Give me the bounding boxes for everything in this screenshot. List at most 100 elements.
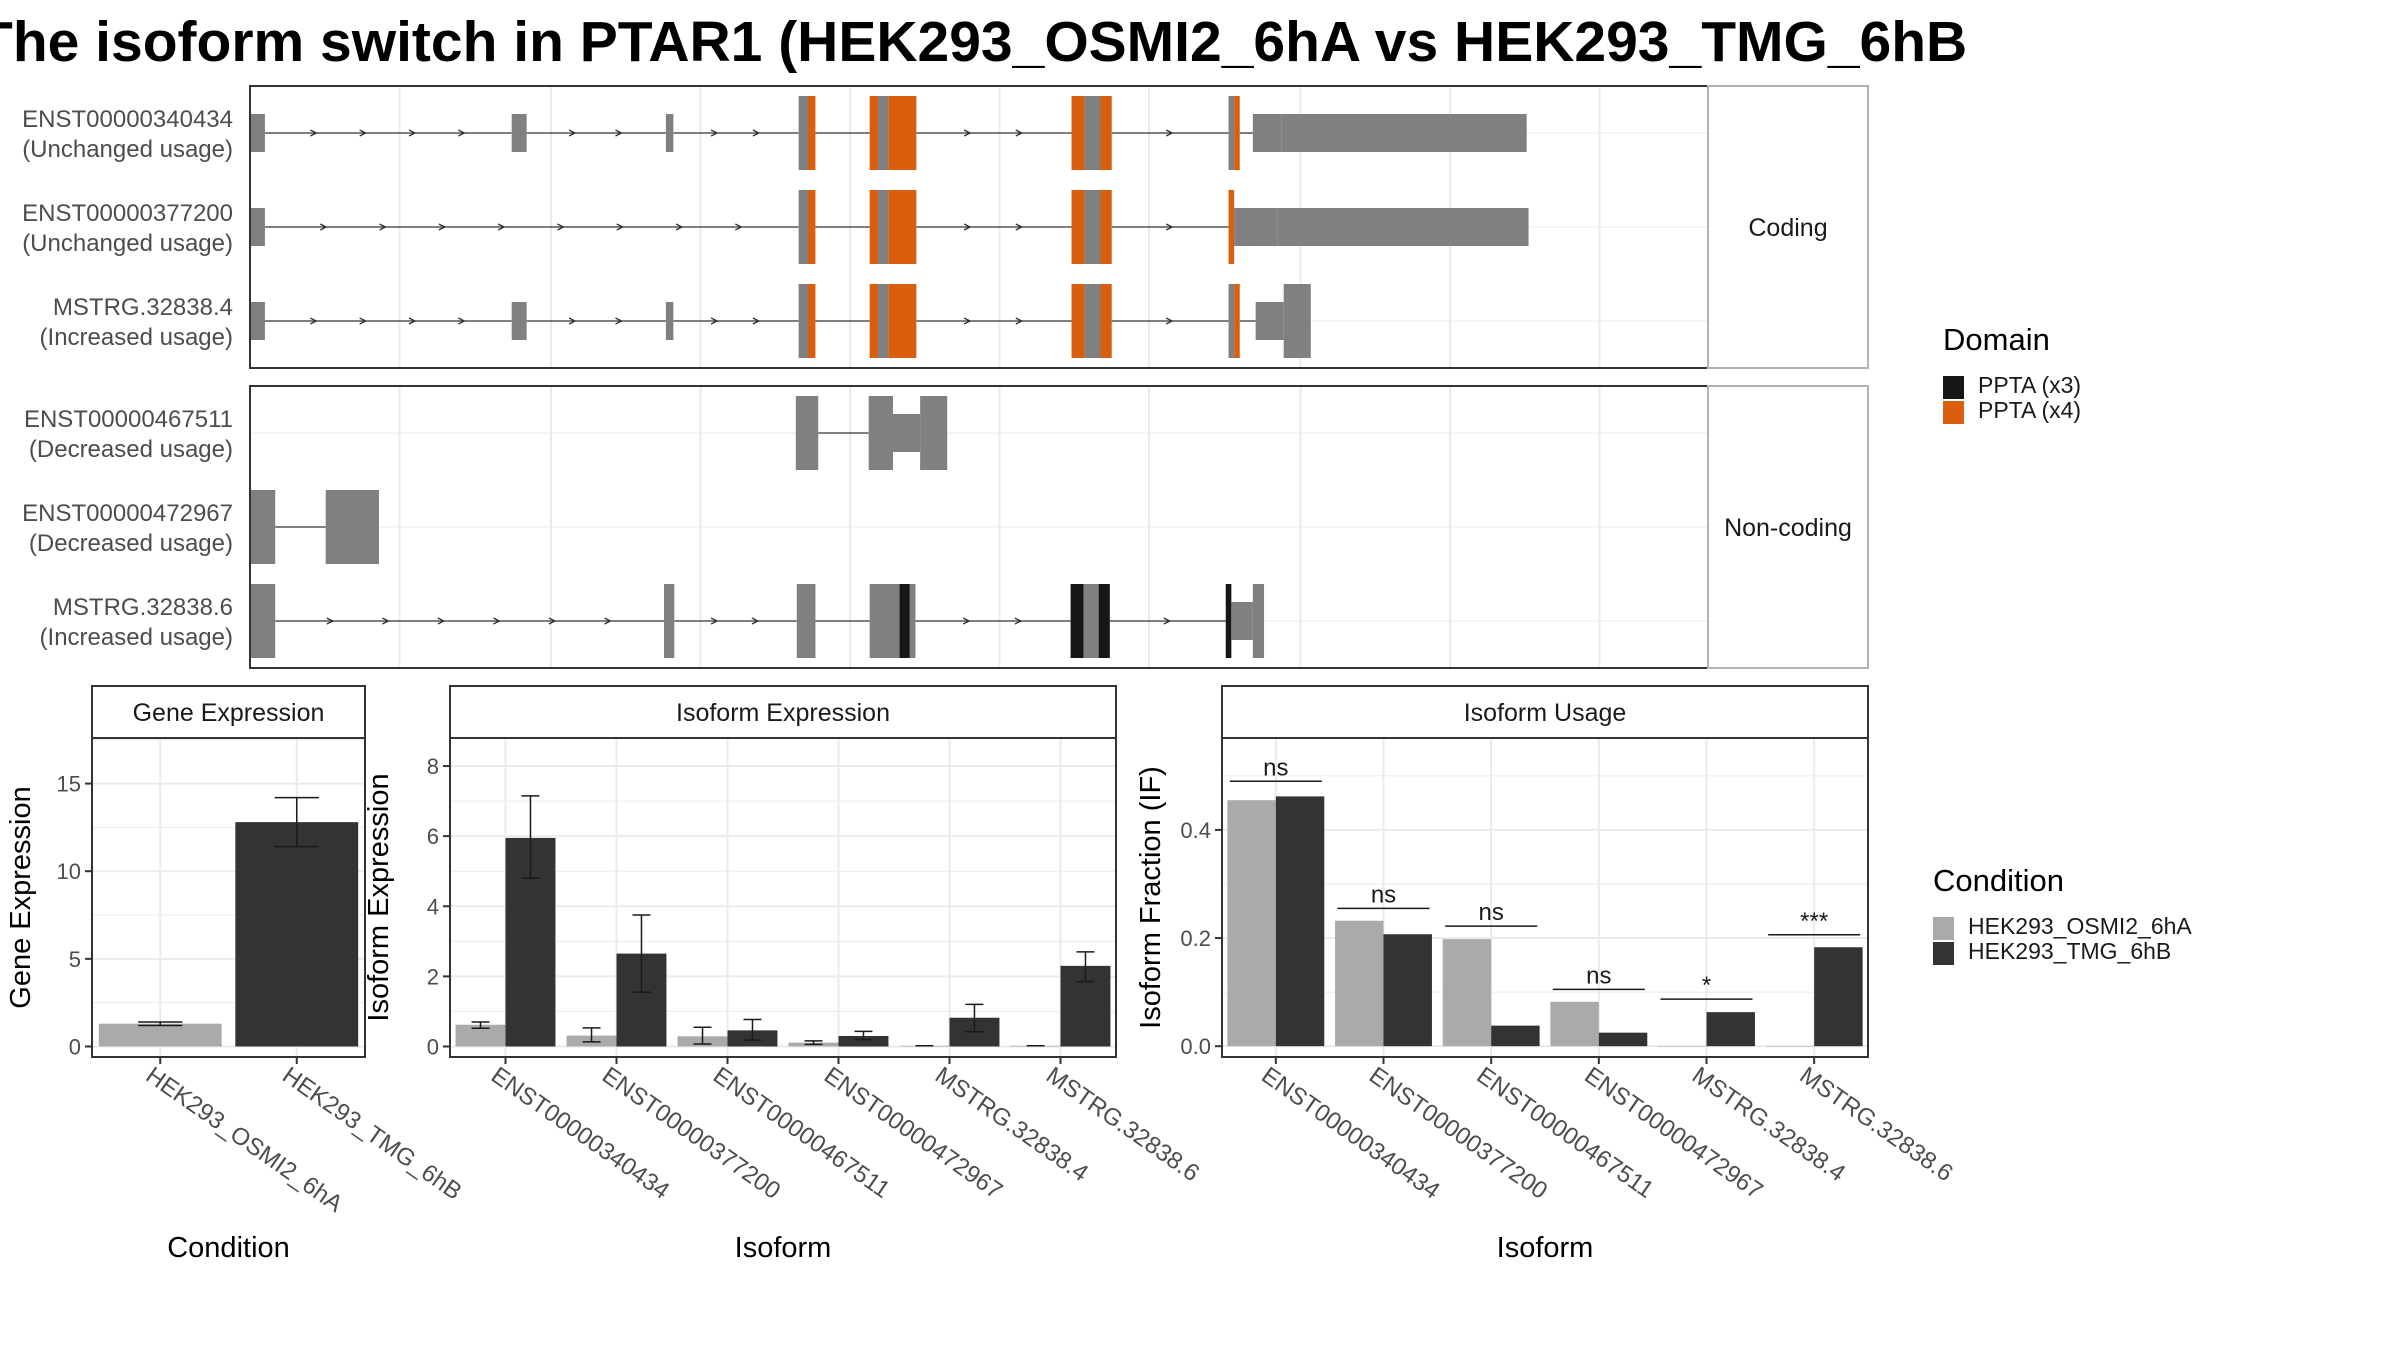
exon-block — [664, 584, 675, 658]
ppta-x4-domain — [1100, 96, 1112, 170]
intron-direction-arrow — [735, 223, 743, 231]
exon-block — [909, 584, 916, 658]
isoform-usage-x-axis-title: Isoform — [1497, 1232, 1594, 1264]
isoform-expression-error-bar — [743, 1018, 762, 1041]
intron-direction-arrow — [497, 223, 506, 231]
legend-key — [1943, 376, 1964, 399]
exon-block — [798, 190, 808, 264]
intron-direction-arrow — [615, 129, 623, 137]
isoform-usage-x-tick-label: ENST00000377200 — [1364, 1062, 1552, 1205]
isoform-usage-bar — [1335, 920, 1384, 1047]
ppta-x4-domain — [1071, 190, 1085, 264]
intron-direction-arrow — [458, 317, 466, 325]
facet-strip-label: Non-coding — [1724, 514, 1852, 542]
intron-direction-arrow — [438, 223, 447, 231]
isoform-usage-bar — [1706, 1012, 1755, 1047]
isoform-expression-bar — [455, 1024, 506, 1047]
intron-direction-arrow — [751, 617, 760, 625]
legend-label: HEK293_TMG_6hB — [1968, 938, 2171, 964]
isoform-usage-y-tick-label: 0.2 — [1180, 926, 1211, 951]
legend-key — [1933, 942, 1954, 965]
intron-direction-arrow — [408, 129, 417, 137]
intron-direction-arrow — [568, 129, 577, 137]
intron-direction-arrow — [408, 317, 417, 325]
ppta-x4-domain — [1228, 190, 1235, 264]
ppta-x4-domain — [1071, 96, 1085, 170]
exon-block — [511, 114, 527, 152]
isoform-row-label: MSTRG.32838.4 — [53, 294, 233, 321]
exon-block — [869, 584, 894, 658]
gene-expression-bar — [98, 1023, 222, 1047]
isoform-usage-bar — [1598, 1032, 1648, 1047]
intron-direction-arrow — [1015, 129, 1024, 137]
intron-direction-arrow — [963, 223, 972, 231]
intron-direction-arrow — [548, 617, 557, 625]
gene-expression-bar — [235, 822, 359, 1047]
intron-direction-arrow — [557, 223, 565, 231]
isoform-usage-y-tick-label: 0.4 — [1180, 818, 1211, 843]
exon-block — [665, 302, 674, 340]
isoform-usage-bar — [1227, 800, 1276, 1047]
exon-block — [1252, 584, 1265, 658]
exon-block — [920, 396, 948, 470]
intron-direction-arrow — [752, 129, 761, 137]
intron-direction-arrow — [568, 317, 577, 325]
ppta-x4-domain — [869, 284, 879, 358]
isoform-row-label: ENST00000340434 — [22, 106, 233, 133]
intron-direction-arrow — [615, 317, 623, 325]
intron-direction-arrow — [493, 617, 501, 625]
intron-direction-arrow — [1165, 129, 1174, 137]
intron-direction-arrow — [710, 317, 719, 325]
isoform-expression-y-tick-label: 4 — [427, 894, 439, 919]
exon-block — [1281, 114, 1527, 152]
ppta-x3-domain — [1225, 584, 1232, 658]
ppta-x4-domain — [1100, 284, 1112, 358]
isoform-usage-panel-border — [1221, 737, 1869, 1058]
exon-block — [798, 96, 808, 170]
ppta-x4-domain — [807, 96, 816, 170]
ppta-x3-domain — [899, 584, 910, 658]
isoform-row-usage: (Unchanged usage) — [22, 230, 233, 257]
exon-block — [250, 208, 265, 246]
exon-block — [511, 302, 527, 340]
gene-expression-y-tick-label: 10 — [57, 859, 81, 884]
ppta-x4-domain — [869, 190, 879, 264]
ppta-x3-domain — [1070, 584, 1084, 658]
exon-block — [1283, 284, 1311, 358]
exon-block — [1234, 208, 1278, 246]
isoform-expression-x-axis-title: Isoform — [735, 1232, 832, 1264]
isoform-expression-y-tick-label: 0 — [427, 1034, 439, 1059]
isoform-row-usage: (Increased usage) — [40, 624, 233, 651]
isoform-expression-error-bar — [965, 1003, 984, 1033]
isoform-usage-significance-label: ns — [1586, 962, 1611, 989]
isoform-usage-bar — [1275, 796, 1325, 1047]
ppta-x4-domain — [888, 284, 917, 358]
legend-title: Condition — [1933, 863, 2064, 898]
isoform-usage-bar — [1383, 934, 1432, 1047]
ppta-x4-domain — [1234, 96, 1240, 170]
isoform-expression-x-tick-label: ENST00000472967 — [819, 1062, 1007, 1205]
isoform-usage-x-tick-label: ENST00000340434 — [1256, 1062, 1444, 1205]
intron-direction-arrow — [1015, 317, 1024, 325]
isoform-usage-bar — [1442, 939, 1492, 1047]
exon-block — [893, 584, 900, 658]
isoform-row-usage: (Decreased usage) — [29, 436, 233, 463]
intron-direction-arrow — [310, 129, 318, 137]
intron-direction-arrow — [604, 617, 612, 625]
isoform-usage-x-tick-label: ENST00000472967 — [1579, 1062, 1767, 1205]
gene-expression-y-tick-label: 15 — [57, 772, 81, 797]
gene-expression-title: Gene Expression — [133, 699, 325, 727]
isoform-row-label: ENST00000377200 — [22, 200, 233, 227]
isoform-row-usage: (Unchanged usage) — [22, 136, 233, 163]
exon-block — [878, 284, 889, 358]
exon-block — [250, 302, 265, 340]
isoform-expression-error-bar — [582, 1027, 601, 1043]
isoform-expression-error-bar — [693, 1026, 712, 1045]
intron-direction-arrow — [359, 129, 368, 137]
exon-block — [1228, 96, 1235, 170]
gene-expression-title-strip — [91, 685, 366, 739]
isoform-expression-error-bar — [854, 1030, 873, 1041]
exon-block — [1255, 302, 1284, 340]
intron-direction-arrow — [326, 617, 335, 625]
isoform-usage-significance-label: ns — [1478, 899, 1503, 926]
